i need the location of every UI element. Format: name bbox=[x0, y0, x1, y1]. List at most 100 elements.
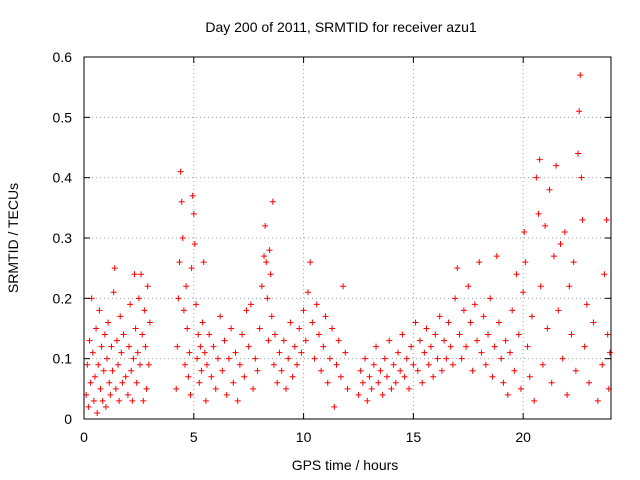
data-point bbox=[268, 313, 275, 320]
data-point bbox=[522, 259, 529, 266]
data-point bbox=[272, 331, 279, 338]
data-point bbox=[119, 379, 126, 386]
x-tick-label: 5 bbox=[190, 429, 198, 445]
data-point bbox=[241, 373, 248, 380]
data-point bbox=[465, 283, 472, 290]
y-tick-label: 0.6 bbox=[53, 49, 73, 65]
data-point bbox=[548, 379, 555, 386]
data-point bbox=[187, 391, 194, 398]
data-point bbox=[362, 355, 369, 362]
data-point bbox=[300, 307, 307, 314]
data-point bbox=[570, 259, 577, 266]
data-point bbox=[91, 373, 98, 380]
data-point bbox=[447, 343, 454, 350]
data-point bbox=[590, 319, 597, 326]
data-point bbox=[342, 349, 349, 356]
data-point bbox=[190, 210, 197, 217]
data-point bbox=[381, 355, 388, 362]
x-tick-labels: 0 5 10 15 20 bbox=[80, 429, 531, 445]
data-point bbox=[276, 349, 283, 356]
data-point bbox=[184, 325, 191, 332]
data-point bbox=[546, 186, 553, 193]
data-point bbox=[403, 355, 410, 362]
data-point bbox=[561, 228, 568, 235]
data-point bbox=[256, 325, 263, 332]
data-point bbox=[315, 331, 322, 338]
data-point bbox=[210, 343, 217, 350]
data-point bbox=[577, 72, 584, 79]
data-point bbox=[280, 337, 287, 344]
data-point bbox=[139, 331, 146, 338]
data-point bbox=[432, 331, 439, 338]
data-point bbox=[89, 349, 96, 356]
data-point bbox=[594, 397, 601, 404]
data-point bbox=[536, 156, 543, 163]
data-point bbox=[173, 385, 180, 392]
data-point bbox=[128, 367, 135, 374]
data-point bbox=[86, 337, 93, 344]
data-point bbox=[395, 349, 402, 356]
data-point bbox=[252, 355, 259, 362]
data-point bbox=[191, 241, 198, 248]
data-point bbox=[145, 361, 152, 368]
data-point bbox=[469, 367, 476, 374]
data-point bbox=[515, 331, 522, 338]
data-point bbox=[199, 319, 206, 326]
data-point bbox=[225, 355, 232, 362]
data-point bbox=[178, 198, 185, 205]
data-point bbox=[133, 379, 140, 386]
data-point bbox=[278, 367, 285, 374]
data-point bbox=[214, 355, 221, 362]
data-point bbox=[412, 319, 419, 326]
data-point bbox=[142, 343, 149, 350]
data-point bbox=[489, 373, 496, 380]
data-point bbox=[236, 361, 243, 368]
data-point bbox=[564, 391, 571, 398]
data-point bbox=[324, 379, 331, 386]
data-point bbox=[291, 343, 298, 350]
data-point bbox=[287, 319, 294, 326]
data-point bbox=[337, 373, 344, 380]
data-point bbox=[126, 343, 133, 350]
data-point bbox=[521, 228, 528, 235]
data-point bbox=[377, 367, 384, 374]
y-axis-label: SRMTID / TECUs bbox=[5, 183, 21, 293]
data-point bbox=[482, 361, 489, 368]
data-point bbox=[84, 361, 91, 368]
data-point bbox=[131, 271, 138, 278]
data-point bbox=[116, 397, 123, 404]
data-point bbox=[544, 325, 551, 332]
data-point bbox=[397, 367, 404, 374]
data-point bbox=[500, 379, 507, 386]
plot-frame bbox=[83, 56, 612, 420]
data-point bbox=[217, 313, 224, 320]
data-point bbox=[118, 349, 125, 356]
data-point bbox=[93, 325, 100, 332]
data-point bbox=[232, 349, 239, 356]
data-point bbox=[370, 361, 377, 368]
y-tick-label: 0.3 bbox=[53, 230, 73, 246]
data-point bbox=[454, 265, 461, 272]
data-point bbox=[344, 385, 351, 392]
data-point bbox=[427, 343, 434, 350]
data-point bbox=[274, 379, 281, 386]
data-point bbox=[436, 313, 443, 320]
data-point bbox=[110, 289, 117, 296]
data-point bbox=[566, 283, 573, 290]
data-point bbox=[203, 361, 210, 368]
data-point bbox=[175, 295, 182, 302]
data-point bbox=[234, 397, 241, 404]
data-point bbox=[476, 259, 483, 266]
data-point bbox=[416, 337, 423, 344]
y-tick-label: 0.1 bbox=[53, 351, 73, 367]
data-point bbox=[313, 301, 320, 308]
data-point bbox=[326, 355, 333, 362]
data-point bbox=[270, 361, 277, 368]
data-point bbox=[539, 361, 546, 368]
data-point bbox=[335, 337, 342, 344]
x-tick-label: 20 bbox=[515, 429, 531, 445]
data-point bbox=[134, 349, 141, 356]
data-point bbox=[135, 295, 142, 302]
data-point bbox=[85, 403, 92, 410]
data-point bbox=[219, 367, 226, 374]
